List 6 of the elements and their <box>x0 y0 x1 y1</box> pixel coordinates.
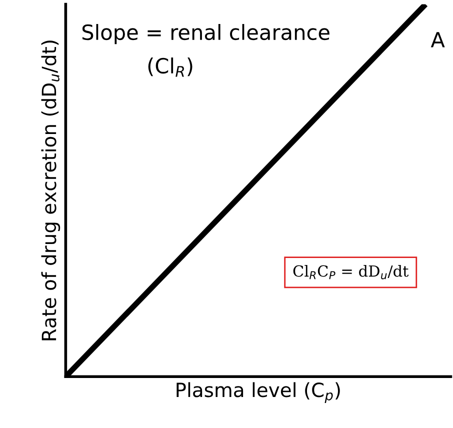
annotation: A <box>430 32 445 48</box>
annotation: (Cl$_{R}$) <box>148 57 192 77</box>
annotation: Cl$_{R}$C$_{P}$ = dD$_{u}$/dt <box>293 264 409 280</box>
x-axis-title: Plasma level (C$_{p}$) <box>176 382 340 403</box>
y-axis-title: Rate of drug excretion (dD$_{u}$/dt) <box>41 40 60 340</box>
annotation: Slope = renal clearance <box>82 24 330 44</box>
